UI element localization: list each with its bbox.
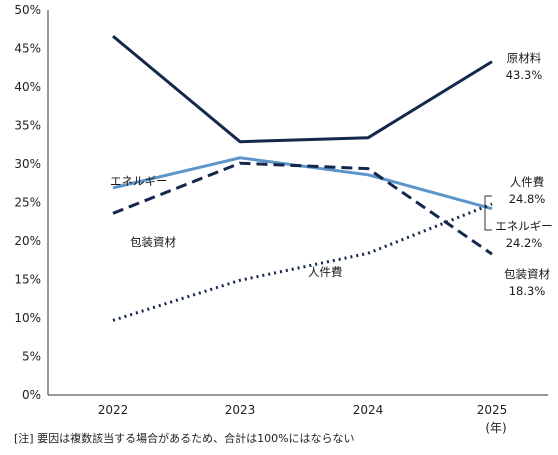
y-tick-labels: 0% 5% 10% 15% 20% 25% 30% 35% 40% 45% 50% <box>14 3 41 402</box>
series-label: 原材料 <box>507 51 542 65</box>
series-label: 24.8% <box>509 192 546 206</box>
x-tick-label: 2023 <box>225 403 256 417</box>
series-label: 18.3% <box>509 284 546 298</box>
y-tick-label: 0% <box>22 388 41 402</box>
y-tick-label: 40% <box>14 80 41 94</box>
y-tick-label: 20% <box>14 234 41 248</box>
series-label: 人件費 <box>308 265 343 279</box>
series-label: 24.2% <box>506 236 543 250</box>
series-label: 包装資材 <box>130 235 176 249</box>
y-tick-label: 25% <box>14 196 41 210</box>
y-tick-label: 30% <box>14 157 41 171</box>
x-tick-label: 2025 <box>477 403 508 417</box>
y-tick-label: 50% <box>14 3 41 17</box>
footnote: [注] 要因は複数該当する場合があるため、合計は100%にはならない <box>14 432 355 445</box>
y-tick-label: 45% <box>14 42 41 56</box>
series-label: 人件費 <box>510 175 545 189</box>
x-tick-label: 2024 <box>353 403 384 417</box>
axes <box>47 10 548 396</box>
x-tick-labels: 2022 2023 2024 2025 <box>98 403 508 417</box>
series-lines <box>112 35 493 322</box>
series-label: 包装資材 <box>504 267 550 281</box>
series-labels: 原材料 43.3% エネルギー 24.2% 包装資材 18.3% 人件費 24.8% エネルギー… <box>110 51 553 298</box>
series-line-2 <box>112 161 493 256</box>
y-tick-label: 5% <box>22 350 41 364</box>
y-tick-label: 10% <box>14 311 41 325</box>
series-line-1 <box>112 156 493 211</box>
x-axis-unit: (年) <box>485 421 506 435</box>
series-label: 43.3% <box>506 68 543 82</box>
y-tick-label: 15% <box>14 273 41 287</box>
series-line-0 <box>112 35 493 144</box>
label-bracket <box>484 195 492 231</box>
series-label: エネルギー <box>495 219 553 233</box>
series-line-3 <box>112 202 493 322</box>
x-tick-label: 2022 <box>98 403 129 417</box>
y-tick-label: 35% <box>14 119 41 133</box>
series-label: エネルギー <box>110 174 168 188</box>
